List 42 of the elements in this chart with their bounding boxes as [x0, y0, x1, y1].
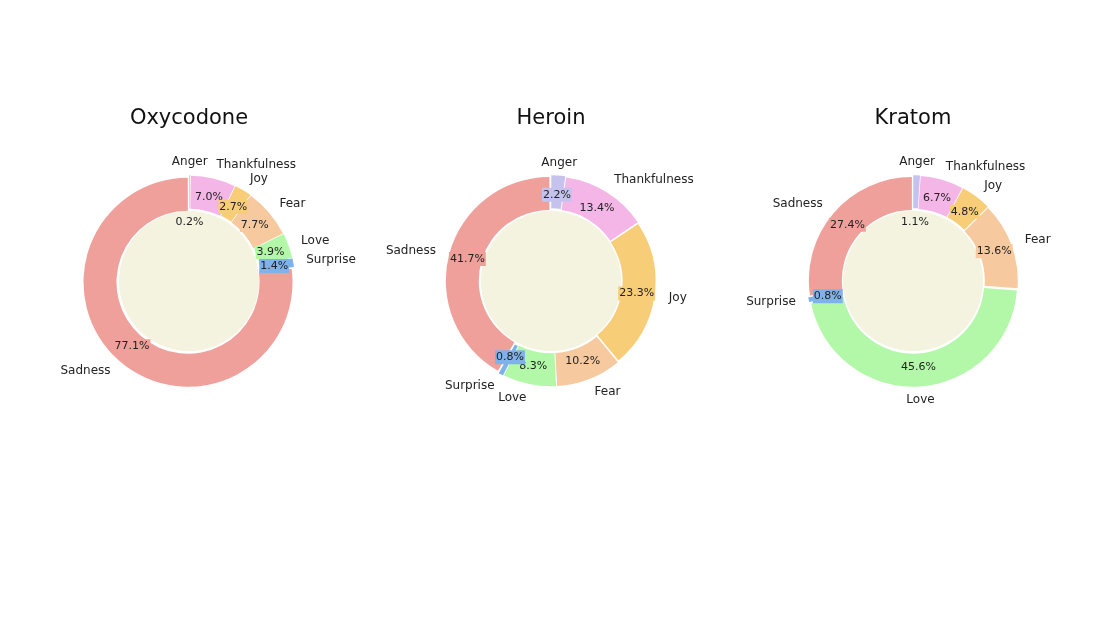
- data-label: 1.1%: [901, 214, 930, 228]
- data-label: 77.1%: [114, 339, 150, 353]
- data-label: 23.3%: [619, 286, 655, 300]
- data-label: 7.7%: [240, 217, 269, 231]
- data-label: 1.4%: [260, 258, 289, 272]
- slice-label: Sadness: [60, 362, 111, 377]
- slice-label: Love: [906, 391, 935, 406]
- slice-label: Anger: [541, 154, 578, 169]
- slice-label: Thankfulness: [613, 172, 694, 187]
- data-label: 2.7%: [219, 199, 248, 213]
- slice-label: Joy: [248, 170, 268, 185]
- data-label: 41.7%: [449, 251, 485, 265]
- chart-title: Kratom: [874, 105, 952, 130]
- chart-title: Oxycodone: [129, 105, 249, 130]
- data-label: 2.2%: [543, 187, 571, 201]
- slice-label: Sadness: [385, 242, 436, 257]
- slice-label: Thankfulness: [215, 157, 296, 172]
- data-label: 4.8%: [950, 204, 979, 218]
- slice-label: Joy: [983, 177, 1003, 192]
- data-label: 27.4%: [829, 217, 865, 231]
- data-label: 13.6%: [976, 244, 1012, 258]
- slice-label: Fear: [279, 195, 306, 210]
- slice-label: Anger: [171, 154, 208, 169]
- data-label: 10.2%: [565, 354, 601, 368]
- slice-label: Anger: [899, 154, 936, 169]
- data-label: 0.2%: [175, 214, 204, 228]
- data-label: 6.7%: [922, 190, 951, 204]
- legend-label: Joy: [667, 290, 687, 305]
- data-label: 0.8%: [496, 350, 524, 364]
- data-label: 45.6%: [900, 360, 936, 374]
- slice-label: Sadness: [772, 195, 823, 210]
- slice-label: Fear: [1024, 232, 1051, 247]
- slice-label: Thankfulness: [944, 158, 1026, 173]
- slice-label: Surprise: [444, 378, 495, 393]
- legend-label: Surprise: [306, 252, 356, 267]
- chart-title: Heroin: [516, 105, 586, 130]
- data-label: 3.9%: [256, 244, 285, 258]
- slice-label: Love: [498, 389, 527, 404]
- data-label: 13.4%: [579, 200, 615, 214]
- slice-label: Fear: [594, 383, 621, 398]
- slice-label: Love: [301, 233, 330, 248]
- legend-label: Surprise: [746, 294, 796, 309]
